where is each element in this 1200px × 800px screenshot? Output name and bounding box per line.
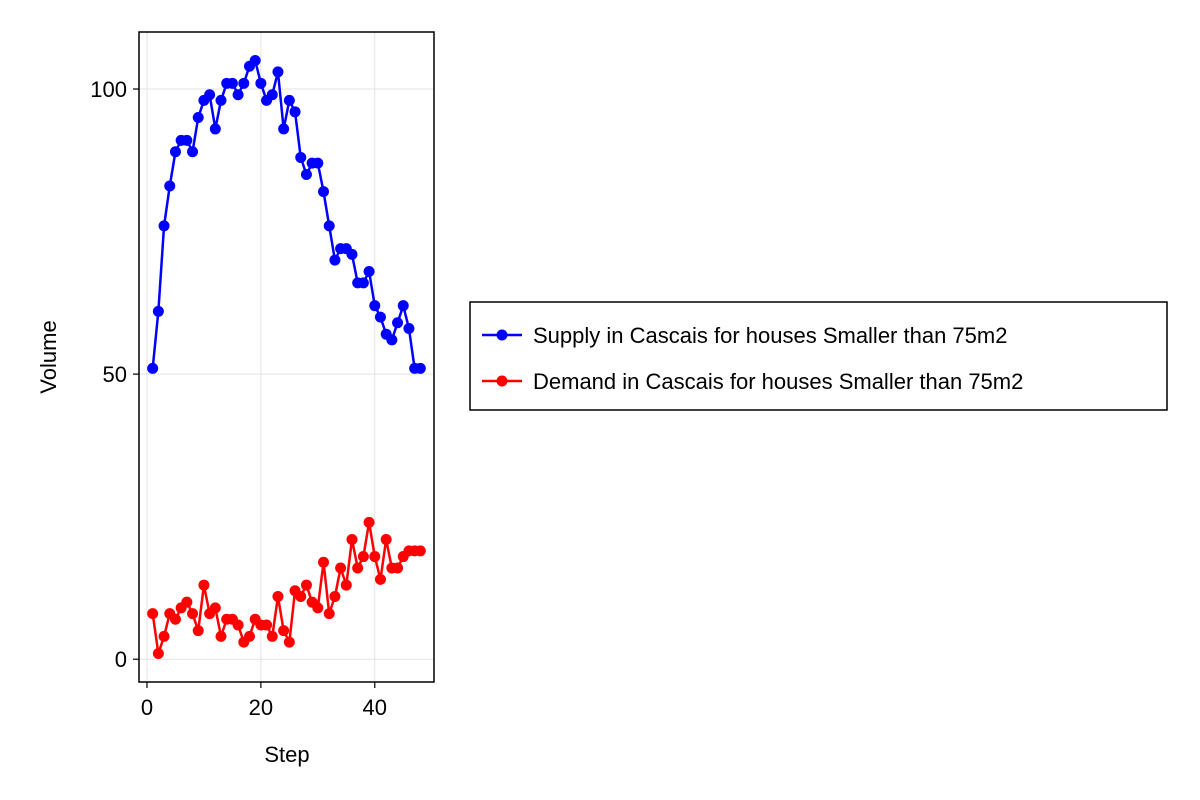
series-2-point [278, 625, 290, 637]
y-axis-title: Volume [36, 320, 61, 393]
series-1-point [295, 151, 307, 163]
series-2-point [152, 647, 164, 659]
series-1-point [147, 362, 159, 374]
legend-label-2: Demand in Cascais for houses Smaller tha… [533, 369, 1023, 394]
series-2-point [243, 630, 255, 642]
series-1-point [323, 220, 335, 232]
legend-label-1: Supply in Cascais for houses Smaller tha… [533, 323, 1007, 348]
series-1-point [300, 169, 312, 181]
series-1-point [272, 66, 284, 78]
series-2-point [232, 619, 244, 631]
series-1-point [169, 146, 181, 158]
series-2-point [158, 630, 170, 642]
series-1-point [255, 77, 267, 89]
series-1-point [249, 55, 261, 67]
series-1-point [312, 157, 324, 169]
series-2-point [169, 613, 181, 625]
series-1-point [152, 305, 164, 317]
series-1-point [266, 89, 278, 101]
series-2-point [215, 630, 227, 642]
series-2-point [181, 596, 193, 608]
series-2-point [414, 545, 426, 557]
legend: Supply in Cascais for houses Smaller tha… [469, 301, 1168, 411]
grid-lines [139, 32, 434, 682]
series-1-point [181, 134, 193, 146]
series-1-point [289, 106, 301, 118]
x-axis-title: Step [264, 742, 309, 767]
series-2-point [335, 562, 347, 574]
series-2-point [198, 579, 210, 591]
legend-marker-2 [496, 375, 508, 387]
series-1-point [386, 334, 398, 346]
series-2-point [380, 533, 392, 545]
series-1-point [374, 311, 386, 323]
series-1-point [192, 112, 204, 124]
series-2-point [352, 562, 364, 574]
series-2-point [346, 533, 358, 545]
series-2-point [147, 608, 159, 620]
series-1-point [403, 322, 415, 334]
series-2-point [283, 636, 295, 648]
series-1-point [232, 89, 244, 101]
series-1-point [392, 317, 404, 329]
series-2-point [369, 551, 381, 563]
series-1-point [238, 77, 250, 89]
legend-marker-1 [496, 329, 508, 341]
series-1-point [329, 254, 341, 266]
series-1-point [414, 362, 426, 374]
series-2-point [363, 516, 375, 528]
x-tick-label: 20 [249, 695, 273, 720]
series-2-point [329, 590, 341, 602]
series-1-point [158, 220, 170, 232]
series-1-point [209, 123, 221, 135]
y-tick-label: 100 [90, 77, 127, 102]
series-1-point [283, 94, 295, 106]
series-2-point [323, 608, 335, 620]
series-1-point [397, 300, 409, 312]
series-2-point [312, 602, 324, 614]
y-tick-label: 50 [103, 362, 127, 387]
series-2-point [318, 556, 330, 568]
series-1-point [278, 123, 290, 135]
series-layer [147, 55, 426, 659]
series-2-point [187, 608, 199, 620]
series-1-point [369, 300, 381, 312]
x-tick-label: 40 [363, 695, 387, 720]
series-1-point [318, 186, 330, 198]
plot-area [138, 31, 435, 683]
series-1-point [187, 146, 199, 158]
series-1-point [164, 180, 176, 192]
series-2-point [392, 562, 404, 574]
y-tick-label: 0 [115, 647, 127, 672]
series-1-point [363, 265, 375, 277]
series-1-point [204, 89, 216, 101]
series-2-point [209, 602, 221, 614]
series-2-point [300, 579, 312, 591]
series-2-point [192, 625, 204, 637]
series-2-point [266, 630, 278, 642]
series-2-point [295, 590, 307, 602]
series-2-point [374, 573, 386, 585]
series-2-point [261, 619, 273, 631]
series-2-point [272, 590, 284, 602]
x-tick-label: 0 [141, 695, 153, 720]
series-1-point [357, 277, 369, 289]
series-2-point [357, 551, 369, 563]
series-2-point [340, 579, 352, 591]
axis-ticks: 0 20 40 0 50 100 [90, 77, 387, 720]
series-1-point [215, 94, 227, 106]
series-1-point [226, 77, 238, 89]
legend-box [469, 301, 1168, 411]
series-1-point [346, 248, 358, 260]
